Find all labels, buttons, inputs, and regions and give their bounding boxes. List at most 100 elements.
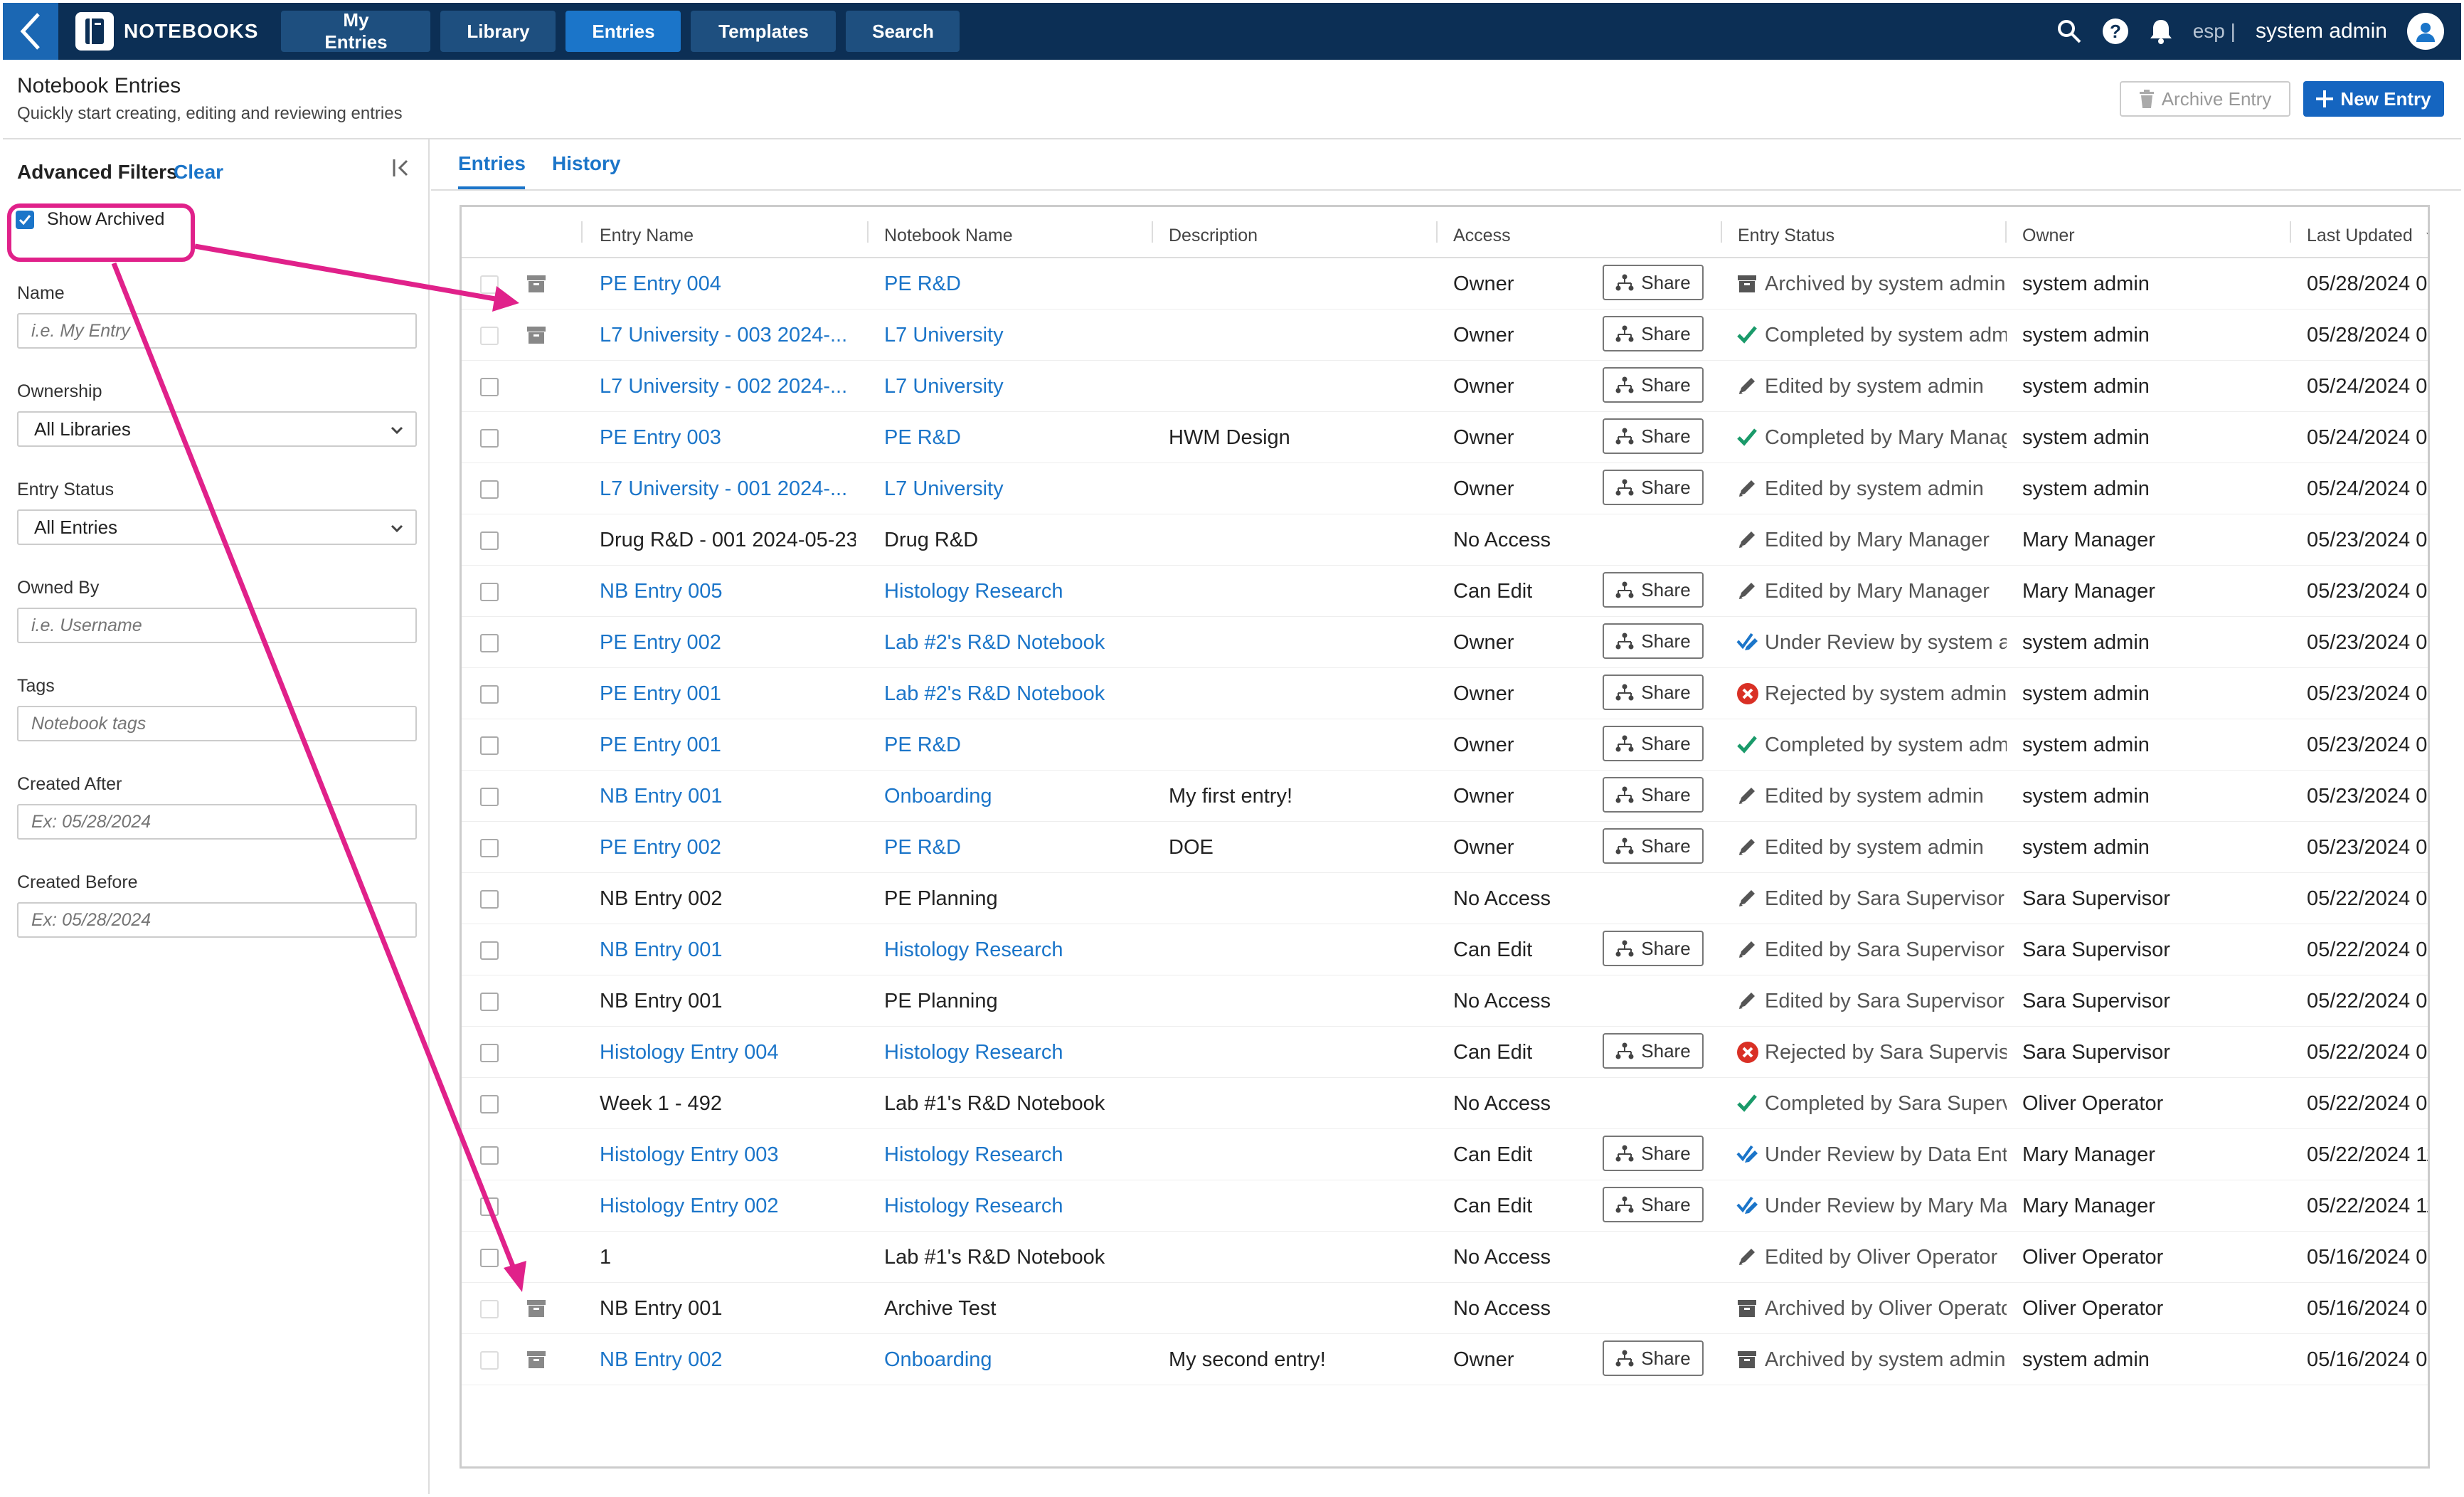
ownership-select[interactable]: All Libraries [17,411,417,447]
row-checkbox[interactable] [480,1146,499,1165]
user-name[interactable]: system admin [2255,19,2387,43]
table-row[interactable]: Histology Entry 003 Histology Research Can… [462,1129,2428,1180]
table-row[interactable]: NB Entry 002 PE Planning No Access Edited b… [462,873,2428,924]
nav-templates[interactable]: Templates [691,11,837,52]
entry-name[interactable]: NB Entry 001 [600,785,723,808]
tags-input[interactable] [17,706,417,741]
share-button[interactable]: Share [1603,265,1704,300]
share-button[interactable]: Share [1603,726,1704,761]
column-entry-name[interactable]: Entry Name [600,226,694,245]
owned-by-input[interactable] [17,608,417,643]
tab-entries[interactable]: Entries [458,152,526,174]
archive-entry-button[interactable]: Archive Entry [2120,81,2290,117]
notebook-name[interactable]: Lab #2's R&D Notebook [884,631,1105,654]
entry-name[interactable]: Histology Entry 003 [600,1143,779,1166]
entry-name[interactable]: PE Entry 004 [600,273,721,295]
share-button[interactable]: Share [1603,1033,1704,1069]
column-access[interactable]: Access [1453,226,1511,245]
entry-name[interactable]: Histology Entry 002 [600,1195,779,1217]
table-row[interactable]: Week 1 - 492 Lab #1's R&D Notebook No Acce… [462,1078,2428,1129]
notebook-name[interactable]: Histology Research [884,1041,1063,1064]
column-notebook-name[interactable]: Notebook Name [884,226,1013,245]
row-checkbox[interactable] [480,736,499,755]
table-row[interactable]: L7 University - 001 2024-... L7 Universit… [462,463,2428,514]
entry-name[interactable]: PE Entry 002 [600,631,721,654]
search-icon[interactable] [2056,18,2082,44]
notebook-name[interactable]: Onboarding [884,785,992,808]
nav-my-entries[interactable]: My Entries [281,9,431,53]
share-button[interactable]: Share [1603,418,1704,454]
clear-filters-link[interactable]: Clear [174,161,224,183]
row-checkbox[interactable] [480,941,499,960]
row-checkbox[interactable] [480,1300,499,1318]
table-row[interactable]: NB Entry 002 Onboarding My second entry! Ow… [462,1334,2428,1385]
row-checkbox[interactable] [480,429,499,448]
nav-library[interactable]: Library [440,11,556,52]
row-checkbox[interactable] [480,275,499,294]
table-row[interactable]: PE Entry 002 PE R&D DOE Owner Share Edited by… [462,822,2428,873]
notebook-name[interactable]: PE R&D [884,836,961,859]
table-row[interactable]: PE Entry 003 PE R&D HWM Design Owner Share Co… [462,412,2428,463]
collapse-panel-icon[interactable] [391,157,414,179]
help-icon[interactable]: ? [2102,18,2129,45]
table-row[interactable]: Drug R&D - 001 2024-05-23 Drug R&D No Acce… [462,514,2428,566]
entry-name[interactable]: PE Entry 001 [600,682,721,705]
notebook-name[interactable]: PE R&D [884,273,961,295]
show-archived-toggle[interactable]: Show Archived [16,209,164,230]
share-button[interactable]: Share [1603,1340,1704,1376]
table-row[interactable]: PE Entry 004 PE R&D Owner Share Archived by … [462,258,2428,310]
notebook-name[interactable]: PE R&D [884,734,961,756]
table-row[interactable]: NB Entry 001 PE Planning No Access Edited b… [462,975,2428,1027]
table-row[interactable]: NB Entry 001 Onboarding My first entry! Own… [462,771,2428,822]
created-after-input[interactable] [17,804,417,840]
sort-icon[interactable] [2426,231,2430,237]
table-row[interactable]: PE Entry 002 Lab #2's R&D Notebook Owner Sh… [462,617,2428,668]
column-entry-status[interactable]: Entry Status [1738,226,1835,245]
bell-icon[interactable] [2149,18,2173,45]
row-checkbox[interactable] [480,890,499,909]
share-button[interactable]: Share [1603,623,1704,659]
column-owner[interactable]: Owner [2022,226,2075,245]
share-button[interactable]: Share [1603,931,1704,966]
entry-name[interactable]: NB Entry 005 [600,580,723,603]
notebook-name[interactable]: PE R&D [884,426,961,449]
share-button[interactable]: Share [1603,1187,1704,1222]
nav-entries[interactable]: Entries [565,11,681,52]
nav-search[interactable]: Search [846,11,960,52]
share-button[interactable]: Share [1603,828,1704,864]
row-checkbox[interactable] [480,1249,499,1267]
notebook-name[interactable]: Onboarding [884,1348,992,1371]
share-button[interactable]: Share [1603,470,1704,505]
notebook-name[interactable]: Histology Research [884,580,1063,603]
entry-name[interactable]: PE Entry 003 [600,426,721,449]
row-checkbox[interactable] [480,531,499,550]
row-checkbox[interactable] [480,788,499,806]
table-row[interactable]: L7 University - 002 2024-... L7 Universit… [462,361,2428,412]
notebook-name[interactable]: Histology Research [884,1143,1063,1166]
row-checkbox[interactable] [480,1044,499,1062]
entry-name[interactable]: PE Entry 001 [600,734,721,756]
entry-name[interactable]: L7 University - 001 2024-... [600,477,848,500]
row-checkbox[interactable] [480,480,499,499]
column-description[interactable]: Description [1169,226,1258,245]
entry-name[interactable]: PE Entry 002 [600,836,721,859]
notebook-name[interactable]: Lab #2's R&D Notebook [884,682,1105,705]
table-row[interactable]: Histology Entry 004 Histology Research Can… [462,1027,2428,1078]
entry-name[interactable]: NB Entry 002 [600,1348,723,1371]
new-entry-button[interactable]: New Entry [2303,81,2444,117]
share-button[interactable]: Share [1603,777,1704,813]
row-checkbox[interactable] [480,839,499,857]
notebook-name[interactable]: Histology Research [884,1195,1063,1217]
table-row[interactable]: PE Entry 001 Lab #2's R&D Notebook Owner Sh… [462,668,2428,719]
column-last-updated[interactable]: Last Updated [2307,226,2413,245]
row-checkbox[interactable] [480,1351,499,1370]
row-checkbox[interactable] [480,378,499,396]
table-row[interactable]: 1 Lab #1's R&D Notebook No Access Edited by… [462,1232,2428,1283]
notebook-name[interactable]: L7 University [884,324,1004,347]
name-filter-input[interactable] [17,313,417,349]
notebook-name[interactable]: Histology Research [884,938,1063,961]
table-row[interactable]: NB Entry 001 Archive Test No Access Archive… [462,1283,2428,1334]
notebook-name[interactable]: L7 University [884,375,1004,398]
avatar[interactable] [2407,13,2444,50]
back-button[interactable] [3,3,58,60]
